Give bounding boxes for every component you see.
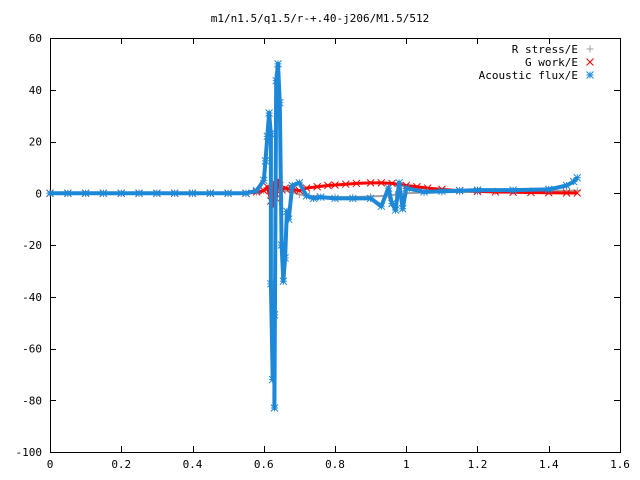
series-3: [46, 60, 582, 412]
y-tick-label: -40: [22, 291, 42, 304]
y-tick-label: 0: [35, 187, 42, 200]
data-point: [261, 157, 270, 165]
data-point: [438, 187, 446, 196]
data-point: [274, 60, 282, 68]
data-point: [377, 202, 386, 211]
data-point: [267, 279, 275, 288]
data-point: [562, 189, 571, 197]
data-point: [279, 277, 288, 286]
data-point: [509, 186, 517, 194]
data-point: [259, 176, 268, 185]
data-point: [252, 186, 261, 195]
y-tick-label: 20: [29, 136, 42, 149]
data-point: [366, 179, 375, 187]
y-tick-label: 40: [29, 84, 42, 97]
data-point: [170, 189, 179, 198]
y-tick-label: -100: [16, 446, 43, 459]
x-tick-label: 0.4: [183, 458, 203, 471]
legend-marker: [586, 45, 594, 53]
data-point: [398, 204, 407, 213]
data-point: [81, 189, 90, 198]
data-point: [283, 207, 291, 216]
y-tick-label: 60: [29, 32, 42, 45]
data-point: [281, 254, 289, 262]
series-layer: [46, 60, 582, 412]
data-point: [270, 404, 279, 412]
legend-marker: [586, 58, 594, 66]
x-tick-label: 1.6: [610, 458, 630, 471]
legend-label: R stress/E: [512, 43, 578, 56]
data-point: [348, 194, 357, 203]
data-point: [275, 98, 284, 107]
data-point: [242, 189, 250, 198]
y-tick-label: -80: [22, 394, 42, 407]
series-3-band: [50, 61, 579, 410]
data-point: [331, 194, 339, 203]
data-point: [352, 179, 361, 188]
legend-marker: [586, 71, 594, 79]
data-point: [272, 76, 281, 85]
data-point: [316, 193, 325, 201]
data-point: [277, 241, 286, 249]
data-point: [366, 194, 375, 203]
data-point: [341, 180, 350, 189]
data-point: [420, 188, 428, 196]
data-point: [117, 189, 126, 198]
data-point: [544, 185, 553, 194]
chart-title: m1/n1.5/q1.5/r-+.40-j206/M1.5/512: [211, 12, 430, 25]
x-tick-label: 1: [403, 458, 410, 471]
data-point: [331, 181, 339, 189]
data-point: [573, 173, 582, 182]
data-point: [270, 311, 279, 319]
data-point: [267, 129, 275, 138]
plot-frame: [50, 38, 621, 453]
axis-ticks: 0 0.2 0.4 0.6 0.8 1 1.2 1.4 1.6 -100 -80 -60 -40 -20 0…: [16, 32, 630, 471]
legend-label: G work/E: [525, 56, 578, 69]
data-point: [562, 181, 571, 190]
x-tick-label: 0.6: [254, 458, 274, 471]
data-point: [46, 189, 54, 198]
data-point: [99, 189, 108, 198]
data-point: [295, 179, 304, 187]
data-point: [388, 179, 396, 188]
data-point: [309, 194, 318, 203]
x-tick-label: 0.8: [325, 458, 345, 471]
data-point: [402, 184, 411, 192]
data-point: [573, 189, 582, 197]
data-point: [395, 179, 403, 187]
data-point: [388, 199, 396, 208]
data-point: [455, 186, 464, 195]
legend-label: Acoustic flux/E: [479, 69, 578, 82]
x-tick-label: 0.2: [111, 458, 131, 471]
data-point: [391, 206, 400, 214]
data-point: [284, 215, 293, 223]
data-point: [288, 181, 297, 190]
data-point: [206, 189, 215, 198]
data-point: [324, 181, 332, 190]
data-point: [302, 191, 311, 200]
data-point: [313, 182, 322, 191]
y-tick-label: -20: [22, 239, 42, 252]
data-point: [473, 186, 482, 194]
data-point: [188, 189, 197, 198]
x-tick-label: 1.4: [539, 458, 559, 471]
x-tick-label: 0: [47, 458, 54, 471]
data-point: [153, 189, 161, 198]
y-tick-label: -60: [22, 343, 42, 356]
data-point: [224, 189, 232, 198]
data-point: [135, 189, 143, 198]
data-point: [63, 189, 72, 198]
data-point: [295, 191, 303, 199]
data-point: [377, 179, 386, 187]
data-point: [268, 375, 277, 384]
x-tick-label: 1.2: [468, 458, 488, 471]
data-point: [265, 109, 273, 117]
data-point: [384, 184, 393, 192]
